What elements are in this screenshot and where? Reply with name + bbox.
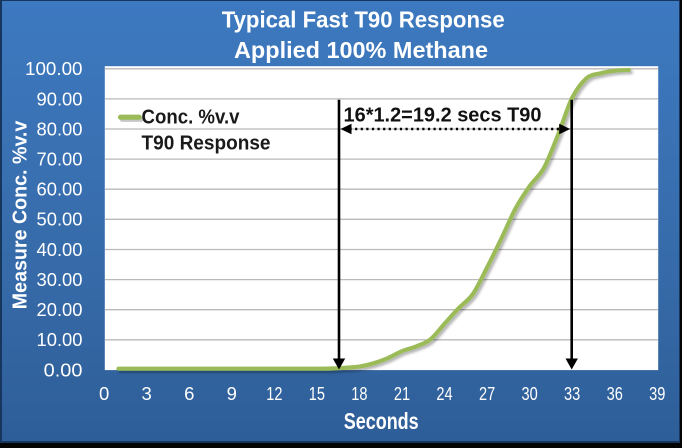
svg-text:40.00: 40.00: [37, 239, 83, 260]
svg-text:39: 39: [649, 383, 665, 404]
svg-text:18: 18: [351, 383, 367, 404]
svg-text:Conc. %v.v: Conc. %v.v: [142, 107, 241, 129]
svg-text:15: 15: [309, 383, 325, 404]
svg-text:60.00: 60.00: [37, 179, 83, 200]
svg-text:20.00: 20.00: [37, 299, 83, 320]
svg-text:Seconds: Seconds: [344, 408, 419, 434]
svg-text:Measure Conc. %v.v: Measure Conc. %v.v: [10, 120, 32, 309]
svg-text:12: 12: [266, 383, 282, 404]
svg-text:80.00: 80.00: [37, 118, 83, 139]
svg-text:24: 24: [436, 383, 452, 404]
svg-text:30: 30: [522, 383, 538, 404]
svg-text:0.00: 0.00: [44, 359, 83, 380]
svg-text:21: 21: [394, 383, 410, 404]
svg-text:0: 0: [99, 383, 109, 404]
svg-text:33: 33: [564, 383, 580, 404]
svg-text:9: 9: [227, 383, 237, 404]
svg-text:6: 6: [184, 383, 194, 404]
svg-text:10.00: 10.00: [37, 329, 83, 350]
svg-text:50.00: 50.00: [37, 209, 83, 230]
svg-text:27: 27: [479, 383, 495, 404]
svg-text:Typical Fast T90 Response: Typical Fast T90 Response: [222, 7, 505, 33]
svg-text:30.00: 30.00: [37, 269, 83, 290]
svg-text:T90 Response: T90 Response: [142, 133, 271, 155]
svg-text:100.00: 100.00: [25, 58, 83, 79]
svg-text:70.00: 70.00: [37, 149, 83, 170]
svg-text:3: 3: [142, 383, 152, 404]
svg-text:16*1.2=19.2 secs T90: 16*1.2=19.2 secs T90: [344, 103, 542, 126]
svg-text:Applied 100% Methane: Applied 100% Methane: [234, 37, 488, 63]
svg-text:36: 36: [607, 383, 623, 404]
svg-text:90.00: 90.00: [37, 88, 83, 109]
